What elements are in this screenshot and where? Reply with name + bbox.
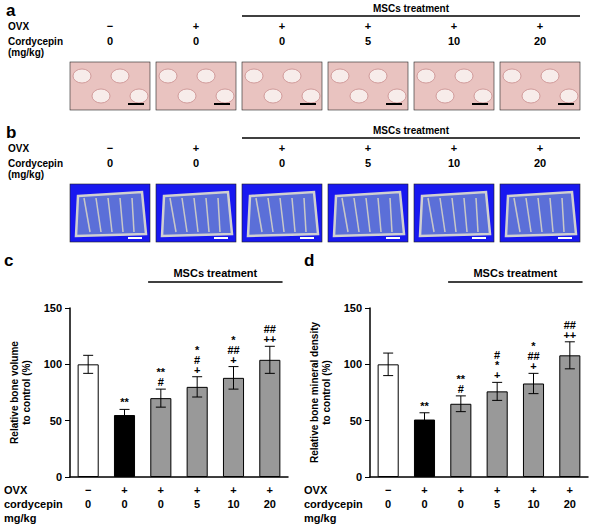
svg-text:0: 0 [85, 498, 91, 510]
svg-text:MSCs treatment: MSCs treatment [473, 267, 557, 279]
svg-text:cordycepin: cordycepin [304, 498, 363, 510]
svg-text:MSCs treatment: MSCs treatment [373, 125, 450, 136]
svg-text:−: − [107, 142, 113, 154]
svg-text:a: a [6, 1, 16, 20]
svg-text:+: + [365, 142, 371, 154]
svg-text:+: + [267, 484, 273, 496]
svg-text:OVX: OVX [8, 143, 29, 154]
svg-text:MSCs treatment: MSCs treatment [373, 3, 450, 14]
svg-text:0: 0 [385, 498, 391, 510]
svg-text:0: 0 [107, 35, 113, 47]
svg-text:−: − [385, 484, 391, 496]
svg-text:100: 100 [44, 358, 62, 370]
svg-text:++: ++ [263, 333, 276, 345]
svg-text:100: 100 [344, 358, 362, 370]
svg-text:0: 0 [356, 471, 362, 483]
svg-text:+: + [421, 484, 427, 496]
svg-text:OVX: OVX [304, 484, 328, 496]
svg-text:+: + [158, 484, 164, 496]
svg-text:MSCs treatment: MSCs treatment [173, 267, 257, 279]
svg-text:5: 5 [365, 35, 371, 47]
svg-text:cordycepin: cordycepin [4, 498, 63, 510]
svg-text:0: 0 [56, 471, 62, 483]
svg-text:Cordycepin(mg/kg): Cordycepin(mg/kg) [8, 158, 63, 180]
svg-text:50: 50 [50, 415, 62, 427]
svg-text:10: 10 [527, 498, 539, 510]
svg-text:c: c [4, 251, 13, 270]
svg-text:OVX: OVX [4, 484, 28, 496]
svg-text:to control (%): to control (%) [321, 360, 332, 424]
svg-text:0: 0 [107, 157, 113, 169]
svg-text:+: + [193, 20, 199, 32]
svg-text:+: + [279, 20, 285, 32]
svg-text:150: 150 [344, 302, 362, 314]
svg-text:+: + [365, 20, 371, 32]
svg-text:−: − [85, 484, 91, 496]
svg-text:OVX: OVX [8, 21, 29, 32]
svg-text:0: 0 [158, 498, 164, 510]
svg-text:10: 10 [448, 157, 460, 169]
svg-text:+: + [194, 484, 200, 496]
svg-text:+: + [230, 354, 236, 366]
svg-text:0: 0 [279, 157, 285, 169]
svg-text:5: 5 [494, 498, 500, 510]
svg-text:mg/kg: mg/kg [4, 512, 36, 524]
svg-text:20: 20 [534, 35, 546, 47]
svg-text:d: d [304, 251, 314, 270]
svg-text:+: + [537, 142, 543, 154]
svg-text:+: + [194, 364, 200, 376]
svg-text:Relative bone volume: Relative bone volume [9, 341, 20, 444]
svg-text:0: 0 [193, 157, 199, 169]
svg-text:150: 150 [44, 302, 62, 314]
svg-text:10: 10 [227, 498, 239, 510]
svg-text:+: + [279, 142, 285, 154]
svg-text:+: + [458, 484, 464, 496]
svg-text:+: + [494, 484, 500, 496]
svg-text:20: 20 [264, 498, 276, 510]
svg-text:+: + [494, 369, 500, 381]
svg-text:0: 0 [193, 35, 199, 47]
svg-text:+: + [537, 20, 543, 32]
svg-text:Cordycepin(mg/kg): Cordycepin(mg/kg) [8, 36, 63, 58]
svg-text:**: ** [420, 400, 429, 412]
svg-text:Relative bone mineral density: Relative bone mineral density [309, 321, 320, 463]
svg-text:**: ** [120, 396, 129, 408]
svg-text:−: − [107, 20, 113, 32]
svg-text:to control (%): to control (%) [21, 360, 32, 424]
svg-text:20: 20 [534, 157, 546, 169]
svg-text:0: 0 [458, 498, 464, 510]
svg-text:50: 50 [350, 415, 362, 427]
svg-text:5: 5 [365, 157, 371, 169]
svg-text:+: + [193, 142, 199, 154]
svg-text:#: # [158, 376, 164, 388]
svg-text:0: 0 [421, 498, 427, 510]
svg-text:+: + [451, 20, 457, 32]
svg-text:0: 0 [121, 498, 127, 510]
svg-text:+: + [530, 484, 536, 496]
svg-text:+: + [530, 360, 536, 372]
svg-text:10: 10 [448, 35, 460, 47]
svg-text:+: + [121, 484, 127, 496]
svg-text:+: + [451, 142, 457, 154]
svg-text:+: + [230, 484, 236, 496]
svg-text:b: b [6, 123, 16, 142]
svg-text:++: ++ [563, 329, 576, 341]
svg-text:mg/kg: mg/kg [304, 512, 336, 524]
svg-text:5: 5 [194, 498, 200, 510]
svg-text:0: 0 [279, 35, 285, 47]
svg-text:20: 20 [564, 498, 576, 510]
svg-text:+: + [567, 484, 573, 496]
svg-text:#: # [458, 383, 464, 395]
